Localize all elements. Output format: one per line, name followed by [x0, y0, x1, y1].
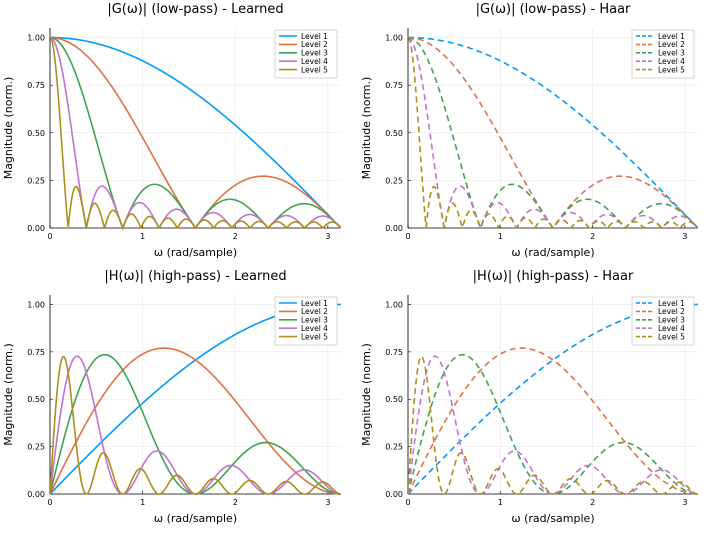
series-line-level-4: [408, 36, 698, 230]
y-tick-label: 0.50: [385, 129, 403, 138]
legend-label: Level 4: [658, 324, 685, 333]
x-tick-label: 3: [325, 232, 330, 241]
y-tick-label: 0.50: [27, 395, 45, 404]
x-tick-label: 2: [233, 232, 238, 241]
legend-label: Level 1: [658, 299, 685, 308]
legend-label: Level 4: [301, 324, 328, 333]
y-tick-label: 0.25: [385, 176, 403, 185]
y-tick-label: 1.00: [27, 34, 45, 43]
panel-3: 0 1 2 3 0.00 0.25 0.50 0.75 1.00 |H(ω)| (high-pas…: [2, 269, 341, 525]
legend-label: Level 1: [301, 32, 328, 41]
series-line-level-5: [408, 36, 698, 230]
series-line-level-1: [50, 36, 341, 229]
legend-label: Level 2: [301, 307, 328, 316]
x-tick-label: 0: [405, 498, 410, 507]
series-line-level-2: [50, 347, 341, 495]
y-axis-label: Magnitude (norm.): [360, 77, 373, 180]
y-tick-label: 0.25: [385, 443, 403, 452]
legend-label: Level 4: [301, 57, 328, 66]
x-tick-label: 0: [405, 232, 410, 241]
y-tick-label: 0.00: [27, 490, 45, 499]
x-axis-label: ω (rad/sample): [511, 246, 594, 259]
legend-label: Level 1: [301, 299, 328, 308]
legend-label: Level 3: [658, 316, 685, 325]
legend-label: Level 5: [301, 332, 328, 341]
legend-label: Level 2: [658, 307, 685, 316]
x-tick-label: 1: [498, 498, 503, 507]
x-tick-label: 0: [47, 498, 52, 507]
y-tick-label: 1.00: [385, 300, 403, 309]
y-tick-label: 1.00: [385, 34, 403, 43]
panel-4: 0 1 2 3 0.00 0.25 0.50 0.75 1.00 |H(ω)| (high-pas…: [360, 269, 698, 525]
y-tick-label: 0.00: [27, 224, 45, 233]
x-tick-label: 3: [325, 498, 330, 507]
y-tick-label: 0.25: [27, 176, 45, 185]
panel-2: 0 1 2 3 0.00 0.25 0.50 0.75 1.00 |G(ω)| (low-pass…: [360, 2, 698, 259]
chart-title: |H(ω)| (high-pass) - Haar: [473, 269, 634, 284]
series-line-level-3: [408, 353, 698, 495]
series-line-level-2: [408, 347, 698, 495]
series-line-level-5: [50, 36, 341, 230]
x-tick-label: 2: [233, 498, 238, 507]
y-tick-label: 0.50: [27, 129, 45, 138]
series-line-level-5: [50, 355, 341, 495]
y-axis-label: Magnitude (norm.): [2, 343, 15, 446]
legend-label: Level 2: [301, 40, 328, 49]
series-line-level-3: [408, 36, 698, 230]
chart-title: |G(ω)| (low-pass) - Haar: [476, 2, 631, 17]
y-tick-label: 1.00: [27, 300, 45, 309]
x-tick-label: 2: [590, 232, 595, 241]
panel-1: 0 1 2 3 0.00 0.25 0.50 0.75 1.00 |G(ω)| (low-pass…: [2, 2, 341, 259]
legend-label: Level 4: [658, 57, 685, 66]
y-tick-label: 0.75: [27, 348, 45, 357]
x-tick-label: 3: [682, 498, 687, 507]
y-tick-label: 0.50: [385, 395, 403, 404]
x-tick-label: 1: [498, 232, 503, 241]
y-tick-label: 0.75: [385, 348, 403, 357]
x-tick-label: 1: [140, 232, 145, 241]
x-axis-label: ω (rad/sample): [511, 512, 594, 525]
x-tick-label: 2: [590, 498, 595, 507]
x-tick-label: 3: [682, 232, 687, 241]
legend-label: Level 3: [301, 316, 328, 325]
series-line-level-5: [408, 355, 698, 495]
legend-label: Level 5: [658, 65, 685, 74]
chart-title: |H(ω)| (high-pass) - Learned: [104, 269, 286, 284]
chart-title: |G(ω)| (low-pass) - Learned: [107, 2, 283, 17]
y-tick-label: 0.00: [385, 224, 403, 233]
y-tick-label: 0.75: [27, 81, 45, 90]
legend-label: Level 2: [658, 40, 685, 49]
y-axis-label: Magnitude (norm.): [2, 77, 15, 180]
legend-label: Level 3: [658, 49, 685, 58]
x-tick-label: 1: [140, 498, 145, 507]
y-tick-label: 0.00: [385, 490, 403, 499]
x-axis-label: ω (rad/sample): [154, 246, 237, 259]
x-axis-label: ω (rad/sample): [154, 512, 237, 525]
legend-label: Level 1: [658, 32, 685, 41]
series-line-level-4: [408, 355, 698, 495]
x-tick-label: 0: [47, 232, 52, 241]
legend-label: Level 5: [301, 65, 328, 74]
y-tick-label: 0.75: [385, 81, 403, 90]
y-axis-label: Magnitude (norm.): [360, 343, 373, 446]
legend-label: Level 5: [658, 332, 685, 341]
y-tick-label: 0.25: [27, 443, 45, 452]
legend-label: Level 3: [301, 49, 328, 58]
